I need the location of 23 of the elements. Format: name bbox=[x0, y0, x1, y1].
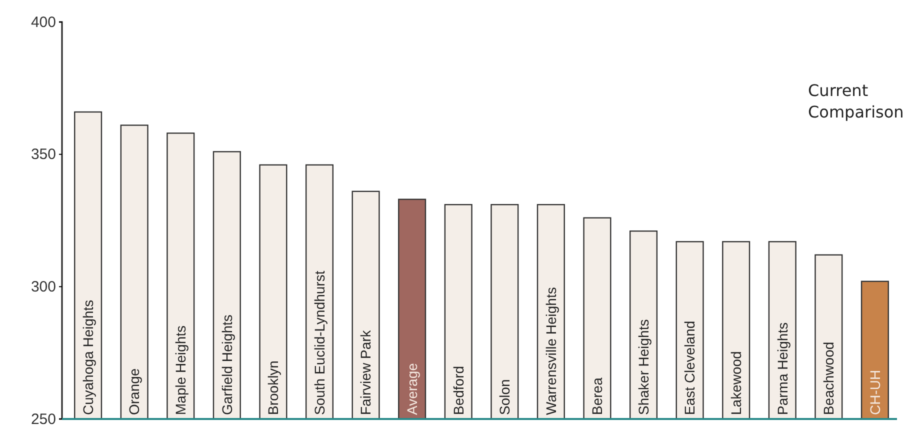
x-tick-label: Average bbox=[404, 362, 420, 415]
x-tick-label: East Cleveland bbox=[682, 320, 698, 415]
x-tick-label: Berea bbox=[589, 377, 606, 415]
x-tick-label: Parma Heights bbox=[774, 322, 790, 415]
y-tick-label: 350 bbox=[30, 146, 56, 164]
x-tick-label: Beachwood bbox=[820, 342, 837, 415]
x-tick-label: Lakewood bbox=[728, 351, 744, 415]
x-tick-label: Shaker Heights bbox=[635, 319, 652, 415]
x-tick-label: Fairview Park bbox=[358, 329, 374, 415]
x-tick-label: Warrensville Heights bbox=[542, 287, 559, 415]
y-tick-label: 400 bbox=[30, 14, 56, 31]
x-tick-label: CH-UH bbox=[866, 370, 883, 415]
x-tick-label: Garfield Heights bbox=[218, 314, 235, 415]
x-tick-label: Solon bbox=[496, 379, 513, 415]
x-tick-label: South Euclid-Lyndhurst bbox=[311, 270, 328, 415]
y-tick-label: 250 bbox=[30, 410, 56, 428]
x-tick-label: Bedford bbox=[450, 366, 466, 415]
x-tick-label: Maple Heights bbox=[172, 326, 189, 415]
annotation: Current Comparison bbox=[808, 81, 904, 122]
x-tick-label: Cuyahoga Heights bbox=[80, 300, 96, 415]
x-tick-label: Brooklyn bbox=[265, 360, 282, 415]
x-tick-label: Orange bbox=[126, 368, 142, 415]
y-tick-label: 300 bbox=[30, 278, 56, 296]
